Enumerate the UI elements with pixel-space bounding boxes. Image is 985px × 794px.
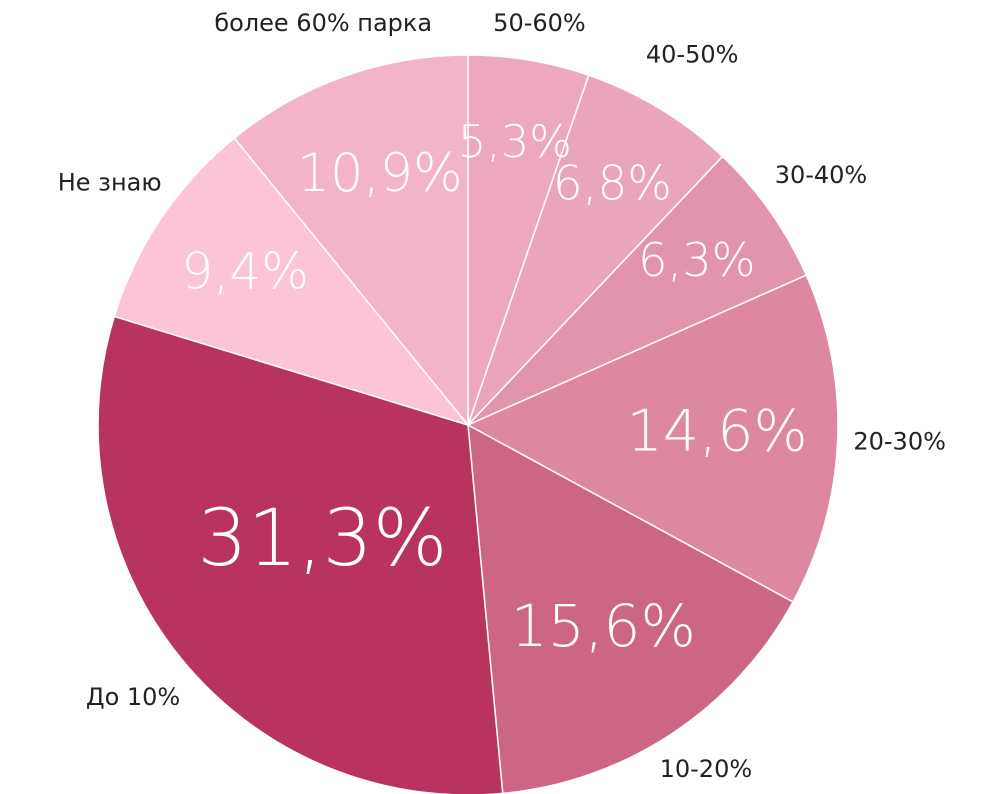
value-label: 5,3% — [458, 115, 572, 168]
category-label: 50-60% — [493, 9, 586, 37]
value-label: 6,3% — [638, 233, 755, 287]
category-label: До 10% — [86, 683, 180, 711]
pie-slice — [467, 423, 794, 794]
value-label: 6,8% — [553, 158, 672, 212]
pie-slice — [233, 54, 469, 428]
pie-slice — [467, 74, 724, 426]
pie-slice — [113, 137, 471, 427]
value-label: 10,9% — [297, 144, 463, 204]
value-label: 31,3% — [198, 492, 448, 584]
category-label: 40-50% — [646, 41, 739, 69]
pie-slice — [467, 155, 808, 426]
value-label: 14,6% — [627, 399, 808, 465]
category-label: Не знаю — [58, 169, 162, 197]
category-label: 30-40% — [775, 161, 868, 189]
pie-slice — [97, 315, 504, 794]
pie-slice — [466, 274, 839, 603]
category-label: более 60% парка — [214, 9, 432, 37]
value-label: 15,6% — [511, 592, 696, 660]
value-label: 9,4% — [181, 241, 309, 300]
category-label: 20-30% — [853, 428, 946, 456]
category-label: 10-20% — [660, 755, 753, 783]
